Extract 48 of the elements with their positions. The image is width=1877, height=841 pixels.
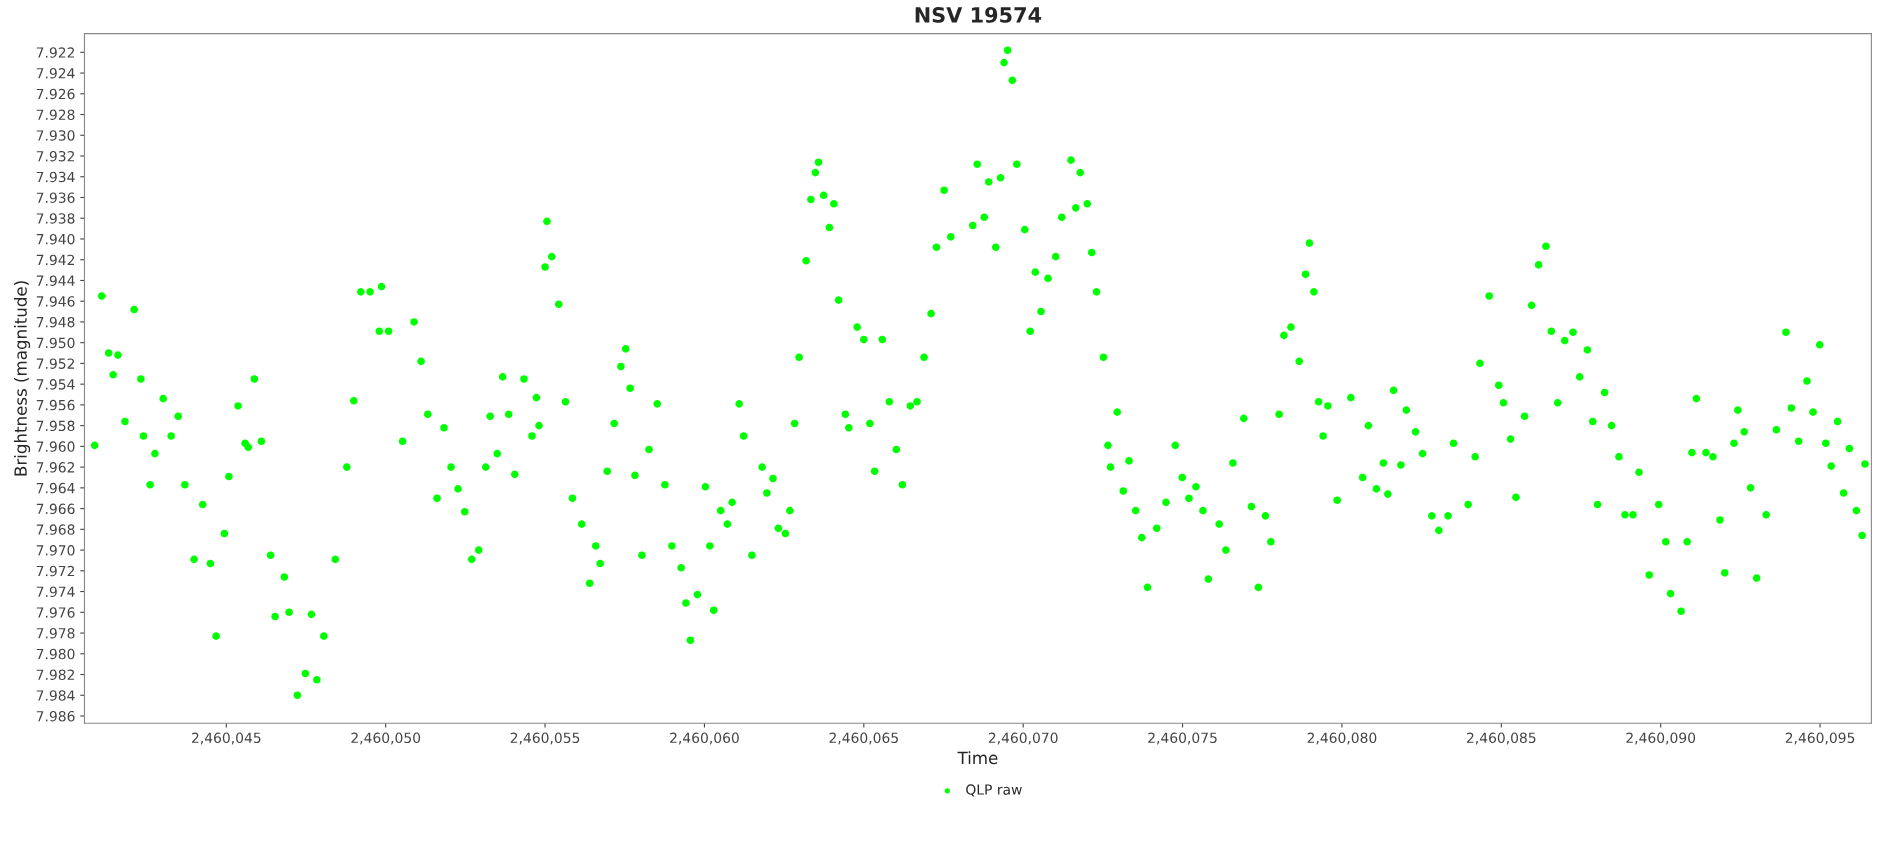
y-axis-title: Brightness (magnitude) <box>13 281 31 476</box>
y-tick-label: 7.980 <box>36 648 75 660</box>
y-tick-label: 7.948 <box>36 316 75 328</box>
x-tick-label: 2,460,075 <box>1148 732 1217 745</box>
y-tick-label: 7.960 <box>36 441 75 452</box>
x-tick-label: 2,460,055 <box>510 732 580 745</box>
chart-title: NSV 19574 <box>915 7 1042 23</box>
x-tick-label: 2,460,080 <box>1307 732 1377 745</box>
y-tick-label: 7.946 <box>36 296 75 307</box>
y-tick-label: 7.986 <box>36 710 75 722</box>
y-tick-label: 7.962 <box>36 462 75 473</box>
y-tick-label: 7.938 <box>36 213 75 224</box>
legend-label: QLP raw <box>966 784 1022 797</box>
y-tick-label: 7.954 <box>36 379 75 390</box>
y-tick-label: 7.950 <box>36 337 75 349</box>
y-tick-label: 7.944 <box>36 275 75 286</box>
x-axis-title: Time <box>957 751 998 765</box>
y-tick-label: 7.940 <box>36 233 75 245</box>
y-tick-label: 7.984 <box>36 690 75 701</box>
y-tick-label: 7.928 <box>36 109 75 120</box>
y-tick-label: 7.922 <box>36 47 75 58</box>
y-tick-label: 7.934 <box>36 171 75 183</box>
x-tick-label: 2,460,050 <box>351 732 421 745</box>
x-tick-label: 2,460,090 <box>1626 732 1696 745</box>
x-tick-label: 2,460,085 <box>1466 732 1536 745</box>
y-tick-label: 7.924 <box>36 68 75 79</box>
y-tick-label: 7.930 <box>36 130 75 141</box>
x-tick-label: 2,460,060 <box>670 732 739 745</box>
y-tick-label: 7.970 <box>36 545 75 556</box>
y-tick-label: 7.952 <box>36 358 75 369</box>
x-tick-label: 2,460,070 <box>988 732 1058 745</box>
x-tick-label: 2,460,095 <box>1785 732 1855 745</box>
y-tick-label: 7.926 <box>36 88 75 100</box>
y-tick-label: 7.964 <box>36 482 75 494</box>
y-tick-label: 7.976 <box>36 607 75 618</box>
y-tick-label: 7.966 <box>36 503 75 515</box>
y-tick-label: 7.936 <box>36 192 75 203</box>
y-tick-label: 7.932 <box>36 150 75 162</box>
x-tick-label: 2,460,065 <box>829 732 898 745</box>
y-tick-label: 7.978 <box>36 628 75 639</box>
y-tick-label: 7.968 <box>36 524 75 535</box>
x-tick-label: 2,460,045 <box>191 732 261 745</box>
y-tick-label: 7.982 <box>36 669 75 680</box>
y-tick-label: 7.942 <box>36 254 75 266</box>
y-tick-label: 7.956 <box>36 399 75 411</box>
y-tick-label: 7.974 <box>36 586 75 598</box>
y-tick-label: 7.972 <box>36 565 75 577</box>
y-tick-label: 7.958 <box>36 420 75 432</box>
